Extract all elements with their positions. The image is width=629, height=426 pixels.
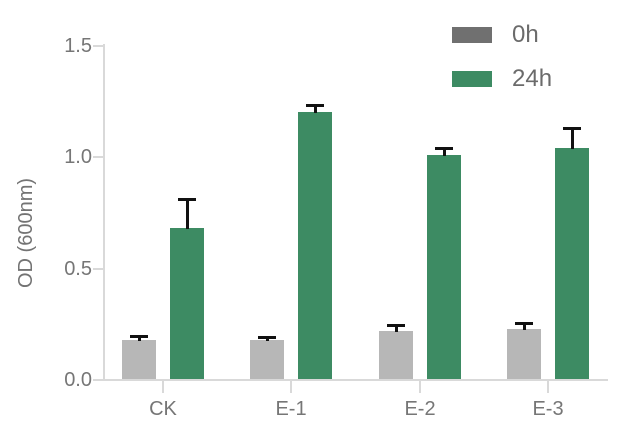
error-bar-cap-0h-E-1 [258, 336, 276, 340]
bar-24h-CK [170, 228, 204, 380]
legend-swatch-24h [452, 70, 492, 87]
y-tick [93, 379, 105, 381]
x-tick-label-E-3: E-3 [532, 398, 564, 420]
y-tick-label: 0.0 [64, 369, 92, 391]
y-axis-line [103, 44, 105, 381]
bar-0h-E-2 [379, 331, 413, 380]
y-tick [93, 44, 105, 47]
error-bar-stem-24h-CK [185, 199, 189, 230]
bar-24h-E-1 [298, 112, 332, 380]
error-bar-cap-24h-E-1 [306, 104, 324, 108]
error-bar-cap-24h-E-2 [435, 146, 453, 150]
x-tick-label-E-2: E-2 [404, 398, 436, 420]
x-tick [547, 381, 549, 393]
error-bar-stem-24h-E-3 [570, 128, 574, 150]
legend-label-0h: 0h [512, 21, 539, 48]
y-tick-label: 0.5 [64, 257, 92, 280]
y-tick [93, 267, 105, 270]
y-tick-label: 1.5 [64, 34, 92, 57]
error-bar-stem-0h-CK [137, 336, 141, 341]
legend-item-0h: 0h [452, 19, 552, 50]
legend: 0h 24h [452, 19, 552, 94]
x-tick-label-CK: CK [149, 398, 177, 420]
x-tick-label-E-1: E-1 [275, 398, 307, 420]
legend-item-24h: 24h [452, 63, 552, 94]
legend-swatch-0h [452, 26, 492, 43]
error-bar-cap-0h-E-3 [515, 321, 533, 325]
error-bar-cap-0h-E-2 [387, 323, 405, 327]
legend-label-24h: 24h [512, 65, 553, 92]
x-tick [162, 381, 164, 393]
x-tick [419, 381, 421, 393]
error-bar-cap-0h-CK [130, 335, 148, 338]
bar-0h-E-1 [250, 340, 284, 380]
x-tick [290, 381, 292, 393]
bar-0h-E-3 [507, 329, 541, 380]
bar-24h-E-2 [427, 155, 461, 380]
bar-0h-CK [122, 340, 156, 380]
error-bar-cap-24h-E-3 [563, 126, 581, 130]
y-tick-label: 1.0 [64, 146, 92, 168]
error-bar-stem-24h-E-1 [313, 105, 317, 114]
error-bar-stem-0h-E-2 [394, 325, 398, 332]
x-axis-line [103, 379, 608, 381]
error-bar-stem-24h-E-2 [442, 148, 446, 156]
error-bar-cap-24h-CK [178, 197, 196, 201]
y-tick [93, 156, 105, 158]
y-axis-title: OD (600nm) [15, 177, 37, 289]
error-bar-stem-0h-E-3 [522, 323, 526, 330]
bar-24h-E-3 [555, 148, 589, 380]
error-bar-stem-0h-E-1 [265, 337, 269, 341]
